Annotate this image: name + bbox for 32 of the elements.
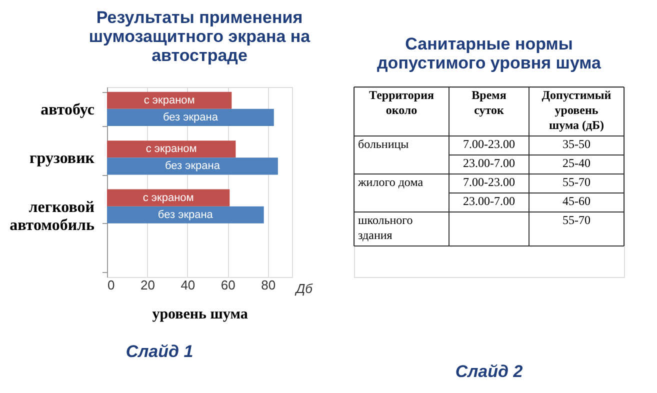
series-label: с экраном [146, 143, 197, 156]
chart-title: Результаты применения шумозащитного экрана на автостраде [88, 8, 311, 65]
text: жилого дома 7.00-23.00 55-70 [358, 175, 590, 189]
y-tick-label: автобус [40, 101, 94, 118]
x-tick-label: 20 [140, 278, 155, 292]
text: Территория около Время суток Допустимый уровень шума (дБ) [369, 88, 612, 132]
x-tick-label: 60 [220, 278, 236, 292]
y-tick-label: легковой автомобиль [10, 198, 96, 234]
text: без экрана [164, 160, 220, 172]
x-axis-title: уровень шума [152, 306, 248, 322]
text: с экраном [142, 192, 194, 204]
text: Слайд 1 [126, 342, 194, 361]
x-tick-label: 0 [108, 278, 115, 292]
bar [107, 92, 232, 109]
bar [107, 140, 236, 158]
text: 23.00-7.00 45-60 [463, 194, 590, 208]
series-label: без экрана [158, 208, 214, 221]
text: с экраном [144, 94, 195, 106]
text: школьного здания 55-70 [358, 213, 590, 242]
x-tick-label: 80 [261, 278, 276, 292]
y-tick-label: грузовик [30, 150, 96, 168]
bar [107, 108, 274, 126]
bar [107, 158, 278, 175]
text: Слайд 2 [455, 362, 524, 381]
bar [107, 189, 230, 206]
text: Санитарные нормы допустимого уровня шума [377, 34, 602, 72]
x-tick-label: 40 [180, 278, 196, 292]
text: без экрана [162, 111, 218, 124]
text: Дб [294, 281, 314, 296]
text: 23.00-7.00 25-40 [463, 156, 590, 170]
text: больницы 7.00-23.00 35-50 [358, 137, 590, 151]
bar [107, 206, 264, 224]
